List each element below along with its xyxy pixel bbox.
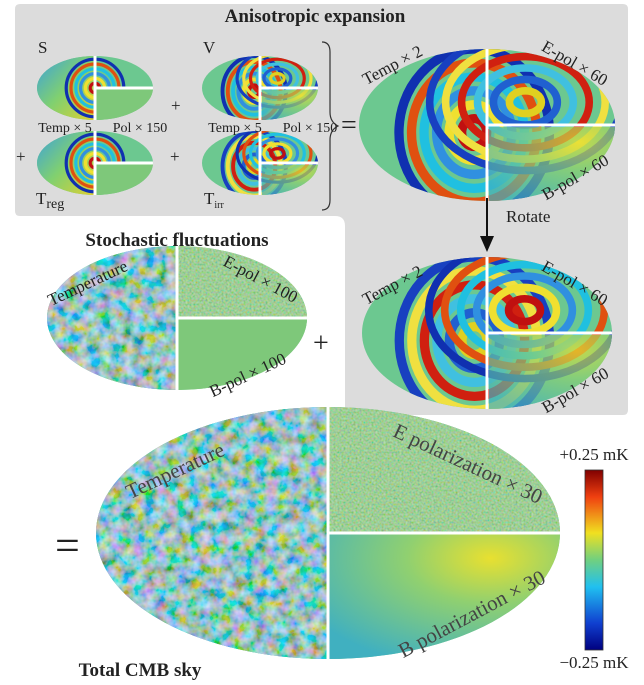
label: Rotate: [506, 207, 550, 226]
sky-map: [362, 257, 612, 409]
label: V: [203, 38, 216, 57]
colorbar-min: −0.25 mK: [559, 653, 629, 672]
label-main: T: [36, 189, 47, 208]
brace: [321, 41, 340, 211]
band: [504, 295, 545, 326]
operator: +: [16, 147, 26, 166]
operator: +: [171, 96, 181, 115]
operator: +: [170, 147, 180, 166]
label: Temp × 5: [38, 121, 92, 136]
label-sub: reg: [46, 197, 64, 212]
noise: [328, 407, 560, 533]
operator: =: [341, 110, 357, 141]
operator: +: [313, 328, 329, 359]
section-title: Total CMB sky: [79, 660, 202, 681]
label: Pol × 150: [113, 121, 168, 136]
label: Treg: [36, 189, 64, 212]
colorbar-max: +0.25 mK: [559, 445, 629, 464]
section-title: Stochastic fluctuations: [85, 230, 268, 251]
label: Temp × 5: [208, 121, 262, 136]
sky-map: [202, 131, 318, 195]
band: [269, 71, 286, 85]
label: Tirr: [204, 189, 224, 211]
label: Pol × 150: [283, 121, 338, 136]
arrow-head: [480, 236, 494, 252]
label-sub: irr: [214, 200, 224, 211]
sky-map: [37, 56, 153, 120]
sky-map: [202, 56, 318, 120]
maps: [37, 49, 615, 659]
colorbar: [584, 469, 604, 651]
operator: =: [55, 521, 80, 570]
sky-map: [359, 49, 615, 201]
band: [269, 146, 286, 160]
label-main: T: [204, 189, 215, 208]
band: [505, 86, 546, 118]
label: S: [38, 38, 47, 57]
sky-map: [96, 407, 560, 659]
sky-map: [37, 131, 153, 195]
title: Anisotropic expansion: [225, 6, 406, 27]
